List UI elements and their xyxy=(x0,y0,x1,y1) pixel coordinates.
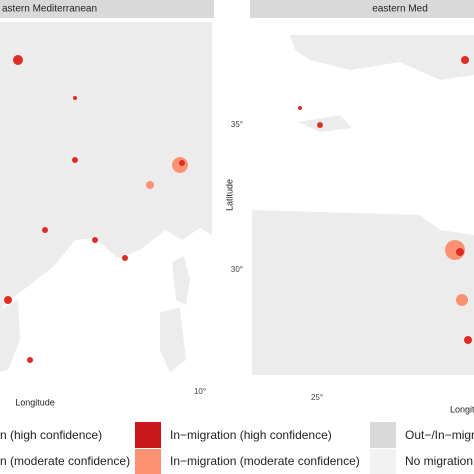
legend-key xyxy=(135,422,161,448)
dot xyxy=(461,56,469,64)
strip-label: astern Mediterranean xyxy=(2,4,97,15)
legend-key xyxy=(135,449,161,474)
dot xyxy=(27,357,33,363)
legend-label: Out−/In−migr xyxy=(405,428,474,442)
land xyxy=(0,22,212,310)
island xyxy=(160,308,186,372)
dot xyxy=(42,227,48,233)
legend-label: In−migration (high confidence) xyxy=(170,428,332,442)
island xyxy=(298,115,352,132)
dot xyxy=(456,294,468,306)
legend-key xyxy=(370,422,396,448)
dot xyxy=(92,237,98,243)
dot xyxy=(122,255,128,261)
land xyxy=(0,300,20,372)
x-axis-title: Longitude xyxy=(15,397,55,407)
x-tick-label: 10° xyxy=(194,387,206,396)
legend-label: No migration xyxy=(405,454,473,468)
legend-label: In−migration (moderate confidence) xyxy=(170,454,360,468)
dot xyxy=(456,248,464,256)
dot xyxy=(72,157,78,163)
legend-key xyxy=(370,449,396,474)
y-tick-label: 35° xyxy=(231,120,243,129)
dot xyxy=(179,160,185,166)
dot xyxy=(4,296,12,304)
y-tick-label: 30° xyxy=(231,265,243,274)
legend-label: n (moderate confidence) xyxy=(0,454,130,468)
dot xyxy=(146,181,154,189)
y-axis-title: Latitude xyxy=(224,179,234,211)
x-tick-label: 25° xyxy=(311,393,323,402)
island xyxy=(172,256,190,305)
dot xyxy=(73,96,77,100)
panel-strip xyxy=(250,0,474,18)
land xyxy=(290,35,474,80)
x-axis-title: Longitu xyxy=(450,404,474,414)
legend-label: n (high confidence) xyxy=(0,428,102,442)
land xyxy=(252,210,474,375)
dot xyxy=(13,55,23,65)
migration-dots xyxy=(4,55,188,363)
dot xyxy=(298,106,302,110)
migration-dots xyxy=(298,56,472,344)
strip-label: eastern Med xyxy=(372,4,428,15)
dot xyxy=(464,336,472,344)
panel-strip xyxy=(0,0,214,18)
dot xyxy=(317,122,323,128)
